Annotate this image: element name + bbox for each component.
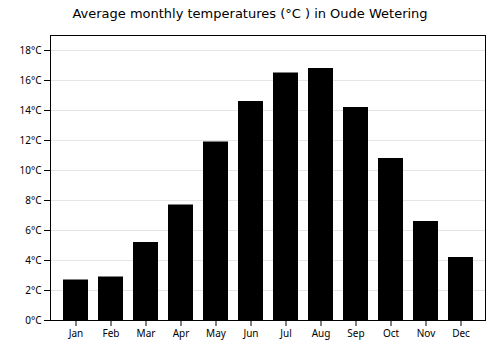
svg-text:8°C: 8°C xyxy=(25,193,42,207)
html-text:Average monthly temperatures (: Average monthly temperatures (°C ) in Ou… xyxy=(72,6,428,21)
svg-text:Jul: Jul xyxy=(279,326,292,340)
svg-text:Dec: Dec xyxy=(452,326,470,340)
svg-text:2°C: 2°C xyxy=(25,283,42,297)
svg-text:4°C: 4°C xyxy=(25,253,42,267)
svg-text:Feb: Feb xyxy=(103,326,120,340)
svg-text:Nov: Nov xyxy=(417,326,436,340)
svg-text:Jan: Jan xyxy=(68,326,84,340)
svg-text:Jun: Jun xyxy=(242,326,258,340)
svg-text:10°C: 10°C xyxy=(19,163,42,177)
svg-text:18°C: 18°C xyxy=(19,43,42,57)
svg-text:Aug: Aug xyxy=(312,326,331,340)
svg-text:Mar: Mar xyxy=(137,326,156,340)
svg-text:Oct: Oct xyxy=(383,326,400,340)
svg-text:Apr: Apr xyxy=(173,326,190,340)
svg-text:May: May xyxy=(206,326,227,340)
svg-text:14°C: 14°C xyxy=(19,103,42,117)
svg-text:0°C: 0°C xyxy=(25,313,42,327)
svg-text:12°C: 12°C xyxy=(19,133,42,147)
svg-text:16°C: 16°C xyxy=(19,73,42,87)
svg-text:6°C: 6°C xyxy=(25,223,42,237)
svg-text:Sep: Sep xyxy=(347,326,364,340)
